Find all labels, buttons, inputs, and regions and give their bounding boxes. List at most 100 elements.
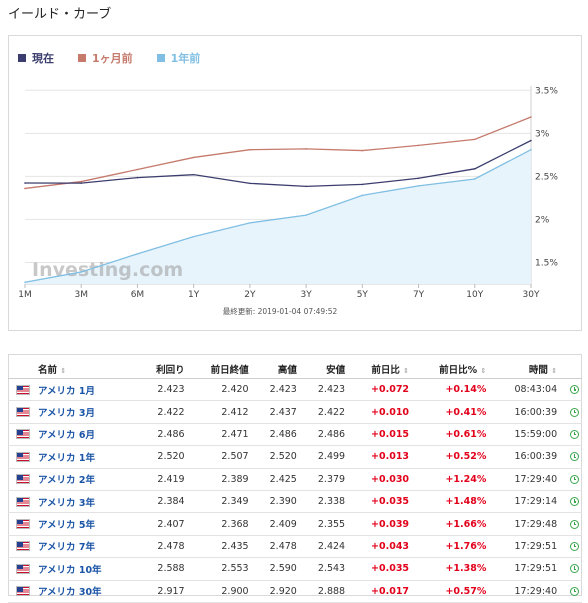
data-point	[417, 185, 420, 187]
bond-name-link[interactable]: アメリカ 7年	[32, 535, 138, 559]
flag-cell	[8, 423, 32, 447]
cell-prev: 2.553	[187, 557, 252, 581]
cell-yield: 2.588	[137, 557, 188, 581]
data-point	[24, 281, 26, 284]
clock-icon	[570, 407, 579, 417]
cell-change-pct: +0.57%	[412, 580, 490, 603]
header-time[interactable]: 時間 ⇕	[489, 360, 561, 379]
us-flag-icon	[16, 407, 30, 418]
bond-name-link[interactable]: アメリカ 1年	[32, 445, 138, 469]
cell-yield: 2.422	[137, 400, 188, 424]
cell-change-pct: +1.48%	[412, 490, 490, 514]
header-prev-close[interactable]: 前日終値	[187, 360, 252, 379]
cell-time: 08:43:04	[489, 378, 561, 402]
us-flag-icon	[16, 563, 30, 574]
table-row: アメリカ 1月 2.423 2.420 2.423 2.423 +0.072 +0.14% 0…	[8, 378, 582, 402]
flag-cell	[8, 400, 32, 424]
cell-change-pct: +0.14%	[412, 378, 490, 402]
cell-yield: 2.917	[137, 580, 188, 603]
cell-change: +0.015	[348, 423, 413, 447]
clock-cell	[560, 580, 582, 603]
header-name[interactable]: 名前 ⇕	[8, 360, 138, 379]
data-point	[80, 180, 83, 183]
chart-legend: 現在 1ヶ月前 1年前	[18, 50, 200, 66]
header-low[interactable]: 安値	[299, 360, 349, 379]
header-change-pct[interactable]: 前日比% ⇕	[412, 360, 490, 379]
cell-yield: 2.384	[137, 490, 188, 514]
data-point	[473, 168, 476, 170]
cell-change-pct: +0.52%	[412, 445, 490, 469]
data-point	[473, 138, 476, 141]
bond-name-link[interactable]: アメリカ 2年	[32, 468, 138, 491]
bond-name-link[interactable]: アメリカ 3年	[32, 490, 138, 514]
data-point	[530, 139, 532, 142]
cell-high: 2.390	[251, 490, 300, 514]
cell-low: 2.888	[299, 580, 349, 603]
bond-name-link[interactable]: アメリカ 30年	[32, 580, 138, 603]
bond-name-link[interactable]: アメリカ 3月	[32, 400, 138, 424]
cell-time: 17:29:51	[489, 557, 561, 581]
page-title: イールド・カーブ	[8, 7, 112, 22]
legend-swatch-1month	[78, 54, 86, 62]
clock-cell	[560, 557, 582, 581]
legend-item-1year[interactable]: 1年前	[156, 50, 200, 66]
bond-table: 名前 ⇕ 利回り 前日終値 高値 安値 前日比 ⇕ 前日比% ⇕ 時間 ⇕ アメ…	[8, 360, 582, 603]
bond-name-link[interactable]: アメリカ 5年	[32, 512, 138, 536]
flag-cell	[8, 580, 32, 603]
cell-change: +0.039	[348, 512, 413, 536]
cell-high: 2.486	[251, 423, 300, 447]
table-row: アメリカ 2年 2.419 2.389 2.425 2.379 +0.030 +1.24% 1…	[8, 468, 582, 491]
bond-name-link[interactable]: アメリカ 1月	[32, 378, 138, 402]
watermark: Investing.com	[32, 259, 183, 281]
table-row: アメリカ 6月 2.486 2.471 2.486 2.486 +0.015 +0.61% 1…	[8, 423, 582, 447]
clock-cell	[560, 423, 582, 447]
header-yield-label: 利回り	[156, 365, 185, 376]
bond-name-link[interactable]: アメリカ 6月	[32, 423, 138, 447]
clock-icon	[570, 429, 579, 439]
cell-prev: 2.389	[187, 468, 252, 491]
us-flag-icon	[16, 429, 30, 440]
data-point	[530, 116, 532, 118]
table-row: アメリカ 10年 2.588 2.553 2.590 2.543 +0.035 +1.38%…	[8, 557, 582, 581]
bond-name-link[interactable]: アメリカ 10年	[32, 557, 138, 581]
legend-item-current[interactable]: 現在	[18, 50, 54, 66]
series-line-current	[24, 139, 532, 188]
cell-prev: 2.349	[187, 490, 252, 514]
cell-change-pct: +1.38%	[412, 557, 490, 581]
table-row: アメリカ 30年 2.917 2.900 2.920 2.888 +0.017 +0.57%…	[8, 580, 582, 603]
cell-time: 17:29:40	[489, 468, 561, 491]
header-change-label: 前日比	[371, 365, 400, 376]
header-change[interactable]: 前日比 ⇕	[348, 360, 413, 379]
clock-cell	[560, 378, 582, 402]
cell-time: 17:29:48	[489, 512, 561, 536]
cell-change: +0.072	[348, 378, 413, 402]
x-tick-label: 5Y	[357, 290, 369, 300]
sort-icon: ⇕	[60, 367, 67, 375]
cell-change-pct: +0.61%	[412, 423, 490, 447]
clock-cell	[560, 445, 582, 469]
cell-low: 2.486	[299, 423, 349, 447]
cell-prev: 2.507	[187, 445, 252, 469]
cell-low: 2.379	[299, 468, 349, 491]
flag-cell	[8, 512, 32, 536]
clock-cell	[560, 468, 582, 491]
header-low-label: 安値	[326, 365, 346, 376]
x-tick-label: 3Y	[300, 290, 312, 300]
x-tick-label: 7Y	[413, 290, 425, 300]
cell-change: +0.013	[348, 445, 413, 469]
header-yield[interactable]: 利回り	[137, 360, 188, 379]
clock-icon	[570, 519, 579, 529]
cell-time: 16:00:39	[489, 400, 561, 424]
table-row: アメリカ 1年 2.520 2.507 2.520 2.499 +0.013 +0.52% 1…	[8, 445, 582, 469]
cell-change-pct: +1.24%	[412, 468, 490, 491]
data-point	[24, 187, 26, 190]
cell-prev: 2.900	[187, 580, 252, 603]
header-high[interactable]: 高値	[251, 360, 300, 379]
clock-icon	[570, 452, 579, 462]
clock-cell	[560, 512, 582, 536]
clock-icon	[570, 497, 579, 507]
cell-time: 17:29:40	[489, 580, 561, 603]
cell-time: 17:29:51	[489, 535, 561, 559]
sort-icon: ⇕	[480, 367, 487, 375]
legend-item-1month[interactable]: 1ヶ月前	[78, 50, 133, 66]
